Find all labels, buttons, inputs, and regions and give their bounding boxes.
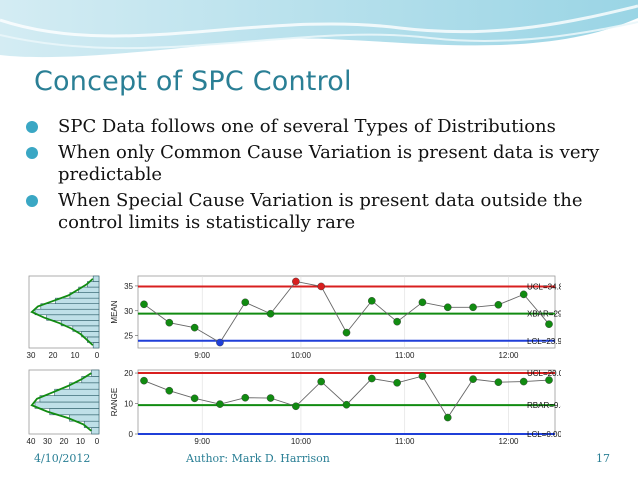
footer-date: 4/10/2012: [34, 452, 91, 465]
data-point: [317, 282, 325, 291]
ucl-label: UCL=20.03: [527, 369, 561, 378]
x-tick-label: 10:00: [291, 351, 312, 360]
x-tick-label: 12:00: [498, 351, 519, 360]
lcl-label: LCL=23.95: [527, 337, 561, 346]
histogram-tick-label: 10: [76, 437, 85, 444]
histogram-tick-label: 0: [95, 437, 100, 444]
data-point: [393, 379, 401, 387]
footer-author: Author: Mark D. Harrison: [186, 452, 330, 465]
data-point: [545, 320, 553, 328]
x-tick-label: 9:00: [194, 437, 210, 444]
y-tick-label: 10: [124, 400, 133, 409]
histogram-bar: [91, 427, 100, 435]
y-tick-label: 20: [124, 369, 133, 378]
spc-control-chart: 30 20 10 0 9:00 10:00 11:00 12:00 25 30 35 MEAN UCL=…: [27, 275, 561, 444]
data-point: [368, 297, 376, 305]
data-point: [241, 298, 250, 307]
ucl-label: UCL=34.88: [527, 283, 561, 292]
bullet-item: When Special Cause Variation is present …: [22, 190, 622, 234]
center-label: RBAR=9.47: [527, 401, 561, 410]
histogram-bar: [40, 303, 100, 310]
x-tick-label: 9:00: [194, 351, 210, 360]
data-point: [292, 402, 300, 411]
histogram-bar: [55, 297, 100, 304]
histogram-bar: [46, 314, 100, 321]
x-tick-label: 10:00: [291, 437, 312, 444]
data-point: [469, 303, 477, 312]
y-tick-label: 25: [124, 332, 133, 341]
data-point: [216, 338, 224, 347]
data-point: [266, 309, 275, 318]
data-point: [368, 374, 376, 383]
histogram-bar: [34, 401, 100, 409]
histogram-bar: [92, 275, 100, 282]
data-point: [443, 413, 452, 422]
data-point: [266, 394, 275, 402]
data-point: [519, 377, 528, 386]
data-point: [140, 376, 148, 385]
histogram-bar: [72, 325, 100, 332]
lcl-label: LCL=0.00: [527, 430, 561, 439]
data-point: [241, 393, 250, 402]
y-axis-label: MEAN: [110, 300, 119, 323]
data-point: [418, 372, 427, 380]
data-point: [292, 277, 300, 286]
histogram-tick-label: 20: [60, 437, 69, 444]
data-point: [393, 317, 401, 326]
data-point: [190, 394, 199, 403]
bullet-icon: [26, 121, 38, 133]
x-tick-label: 12:00: [498, 437, 519, 444]
histogram-bar: [92, 342, 100, 349]
histogram-bar: [54, 388, 100, 396]
histogram-tick-label: 0: [95, 351, 100, 360]
distribution-curve: [30, 278, 94, 346]
header-wave-decoration: [0, 0, 638, 58]
data-point: [469, 375, 477, 383]
y-tick-label: 30: [124, 307, 133, 316]
histogram-bar: [60, 320, 100, 327]
bullet-item: SPC Data follows one of several Types of…: [22, 116, 622, 138]
histogram-bar: [91, 369, 100, 377]
bullet-icon: [26, 195, 38, 207]
y-axis-label: RANGE: [110, 388, 119, 416]
slide-title: Concept of SPC Control: [34, 66, 352, 97]
bullet-text: SPC Data follows one of several Types of…: [58, 116, 556, 137]
bullet-text: When Special Cause Variation is present …: [58, 190, 583, 233]
data-point: [443, 303, 452, 312]
footer-page-number: 17: [596, 452, 610, 465]
data-point: [317, 377, 325, 386]
histogram-tick-label: 10: [71, 351, 80, 360]
data-point: [494, 378, 503, 386]
distribution-curve: [30, 372, 92, 432]
y-tick-label: 35: [124, 282, 133, 291]
data-point: [165, 318, 174, 327]
histogram-bar: [34, 308, 100, 316]
data-point: [190, 323, 199, 332]
histogram-tick-label: 20: [49, 351, 58, 360]
histogram-tick-label: 40: [27, 437, 36, 444]
data-point: [165, 386, 174, 395]
data-point: [140, 300, 148, 309]
data-point: [545, 376, 553, 384]
data-point: [216, 400, 224, 408]
histogram-bar: [81, 331, 100, 338]
histogram-bar: [39, 395, 100, 403]
histogram-bar: [69, 292, 100, 299]
data-point: [342, 400, 351, 409]
histogram-tick-label: 30: [43, 437, 52, 444]
bullet-icon: [26, 147, 38, 159]
data-point: [342, 328, 351, 337]
data-point: [494, 300, 503, 309]
bullet-text: When only Common Cause Variation is pres…: [58, 142, 600, 185]
data-point: [519, 290, 528, 299]
histogram-tick-label: 30: [27, 351, 36, 360]
center-label: XBAR=29.42: [527, 310, 561, 319]
bullet-list: SPC Data follows one of several Types of…: [22, 116, 622, 238]
x-tick-label: 11:00: [395, 351, 415, 360]
data-point: [418, 298, 427, 307]
y-tick-label: 0: [129, 430, 134, 439]
bullet-item: When only Common Cause Variation is pres…: [22, 142, 622, 186]
x-tick-label: 11:00: [395, 437, 415, 444]
